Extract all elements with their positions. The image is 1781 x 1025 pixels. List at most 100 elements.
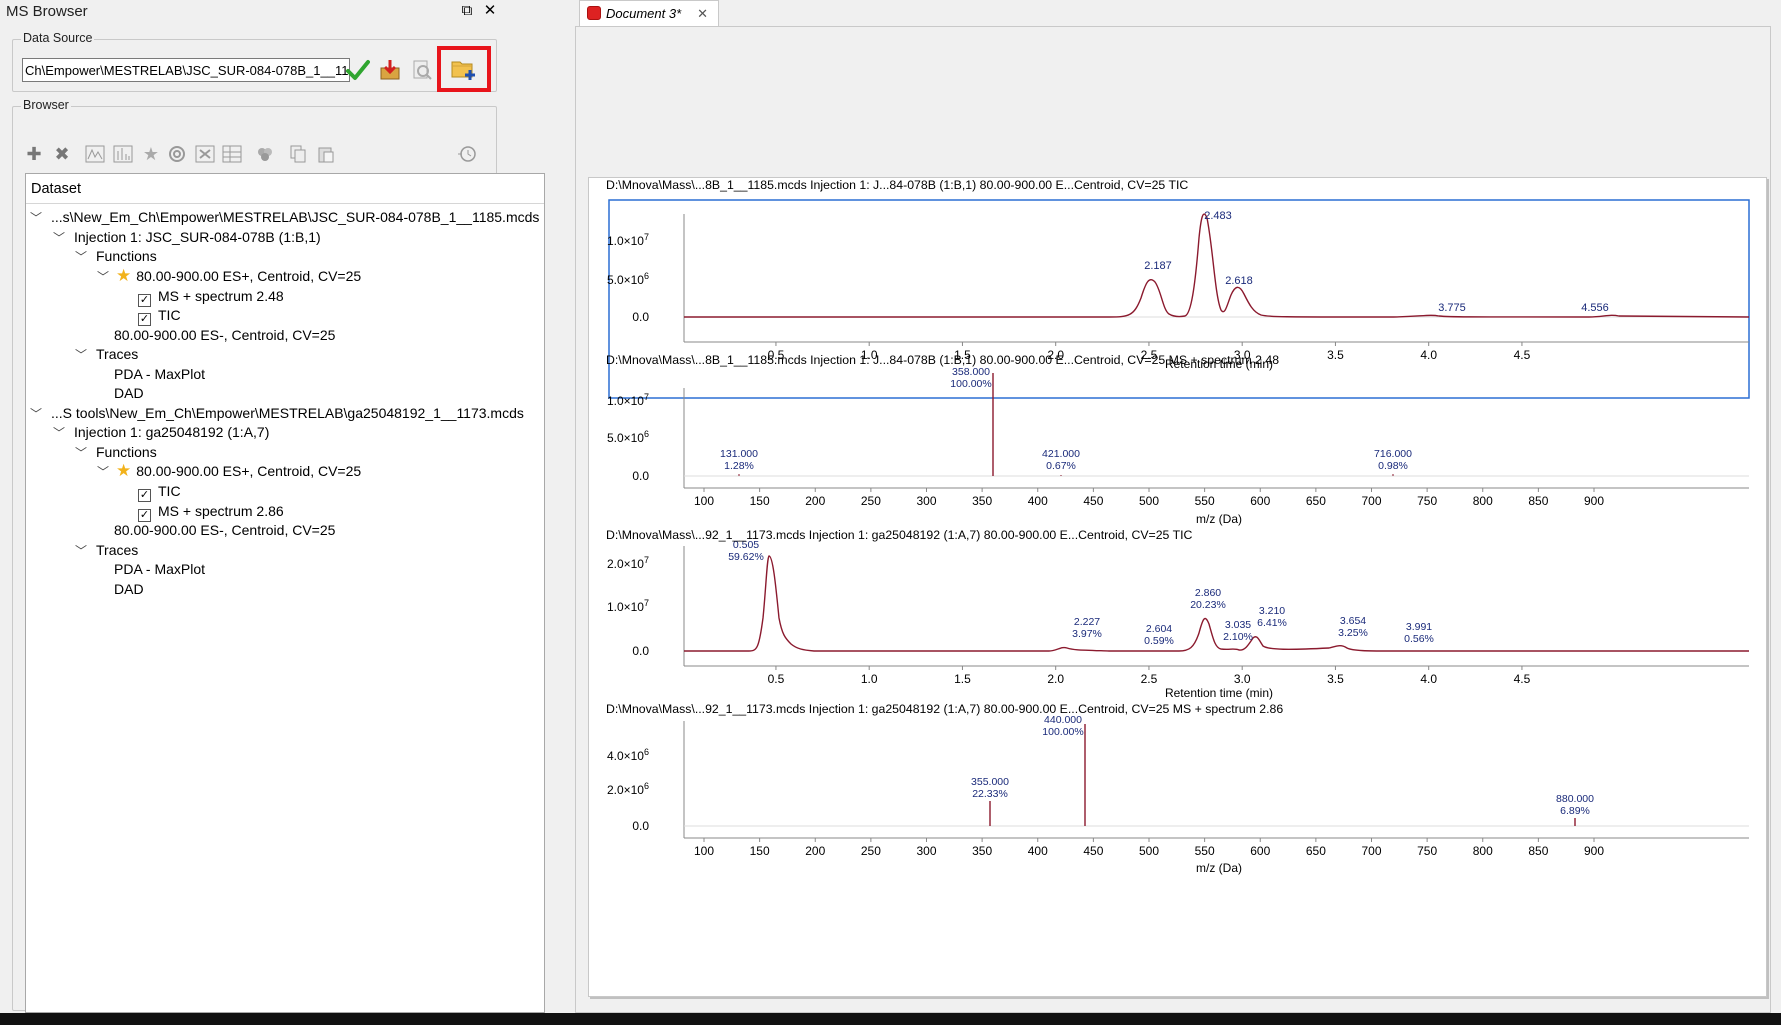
star-icon[interactable]: ★ [142, 143, 160, 164]
y-tick-label: 0.0 [632, 310, 649, 324]
tree-item-ms-spectrum-2[interactable]: ✓ MS + spectrum 2.86 [138, 500, 284, 522]
table-chart-icon[interactable] [221, 143, 243, 165]
tree-item-tic-2[interactable]: ✓ TIC [138, 480, 181, 502]
check-icon[interactable] [345, 57, 371, 83]
tree-item-label: ...s\New_Em_Ch\Empower\MESTRELAB\JSC_SUR… [51, 209, 540, 225]
y-tick-label: 4.0×106 [607, 747, 649, 763]
peak-label: 0.56% [1404, 633, 1434, 645]
tree-item-function-esplus-1[interactable]: ﹀ ★ 80.00-900.00 ES+, Centroid, CV=25 [96, 265, 361, 287]
chevron-down-icon[interactable]: ﹀ [29, 407, 42, 421]
peak-label-3775: 3.775 [1438, 302, 1466, 314]
peak-label: 20.23% [1190, 599, 1226, 611]
tab-close-icon[interactable]: ✕ [697, 6, 708, 21]
chevron-down-icon[interactable]: ﹀ [52, 426, 65, 440]
tree-item-tic-1[interactable]: ✓ TIC [138, 304, 181, 326]
chevron-down-icon[interactable]: ﹀ [29, 211, 42, 225]
peak-label: 1.28% [724, 460, 754, 472]
x-tick-label: 750 [1417, 844, 1437, 858]
close-icon[interactable]: ✕ [483, 2, 497, 19]
tic-trace-1 [684, 213, 1750, 318]
tree-item-label: MS + spectrum 2.86 [158, 503, 284, 519]
tree-item-functions-1[interactable]: ﹀ Functions [74, 245, 157, 267]
tree-item-traces-1[interactable]: ﹀ Traces [74, 343, 138, 365]
chevron-down-icon[interactable]: ﹀ [96, 465, 109, 479]
x-tick-label: 250 [861, 844, 881, 858]
copy-icon[interactable] [287, 143, 309, 165]
add-chromatogram-icon[interactable] [84, 143, 106, 165]
clear-chart-icon[interactable] [194, 143, 216, 165]
browser-label: Browser [21, 98, 71, 112]
tree-item-injection-2[interactable]: ﹀ Injection 1: ga25048192 (1:A,7) [52, 421, 269, 443]
add-spectrum-icon[interactable] [112, 143, 134, 165]
data-source-path-input[interactable]: Ch\Empower\MESTRELAB\JSC_SUR-084-078B_1_… [22, 58, 350, 82]
tree-item-dad-1[interactable]: DAD [114, 382, 144, 404]
tree-item-function-esminus-1[interactable]: 80.00-900.00 ES-, Centroid, CV=25 [114, 324, 335, 346]
tree-item-function-esminus-2[interactable]: 80.00-900.00 ES-, Centroid, CV=25 [114, 519, 335, 541]
x-tick-label: 600 [1250, 844, 1270, 858]
checkbox[interactable]: ✓ [138, 509, 151, 522]
x-tick-label: 1.0 [861, 672, 878, 686]
peak-label: 3.035 [1225, 619, 1251, 631]
x-tick-label: 200 [805, 844, 825, 858]
peak-label: 131.000 [720, 448, 758, 460]
x-tick-label: 700 [1361, 844, 1381, 858]
remove-icon[interactable]: ✖ [54, 143, 70, 164]
folder-add-icon[interactable] [451, 56, 477, 82]
chevron-down-icon[interactable]: ﹀ [74, 348, 87, 362]
tree-item-pda-2[interactable]: PDA - MaxPlot [114, 558, 205, 580]
tree-item-file-1[interactable]: ﹀ ...s\New_Em_Ch\Empower\MESTRELAB\JSC_SU… [29, 206, 539, 228]
x-tick-label: 600 [1250, 494, 1270, 508]
peak-label: 716.000 [1374, 448, 1412, 460]
dataset-tree: Dataset ﹀ ...s\New_Em_Ch\Empower\MESTRELA… [25, 173, 545, 1013]
tree-item-function-esplus-2[interactable]: ﹀ ★ 80.00-900.00 ES+, Centroid, CV=25 [96, 460, 361, 482]
checkbox[interactable]: ✓ [138, 313, 151, 326]
panel-2-ms-spectrum[interactable]: 1.0×107 5.0×106 0.0 131.0001.28%358.0001… [607, 366, 1749, 526]
peak-label-2187: 2.187 [1144, 260, 1172, 272]
checkbox[interactable]: ✓ [138, 489, 151, 502]
x-ticks: 0.5 1.0 1.5 2.0 2.5 3.0 3.5 4.0 4.5 [768, 342, 1531, 362]
tree-item-functions-2[interactable]: ﹀ Functions [74, 441, 157, 463]
x-tick-label: 650 [1306, 494, 1326, 508]
x-tick-label: 500 [1139, 844, 1159, 858]
tree-item-ms-spectrum-1[interactable]: ✓ MS + spectrum 2.48 [138, 285, 284, 307]
peak-label: 3.97% [1072, 628, 1102, 640]
tree-item-injection-1[interactable]: ﹀ Injection 1: JSC_SUR-084-078B (1:B,1) [52, 226, 321, 248]
chevron-down-icon[interactable]: ﹀ [74, 446, 87, 460]
add-icon[interactable]: ✚ [26, 143, 42, 164]
history-icon[interactable] [456, 143, 478, 165]
x-tick-label: 800 [1473, 844, 1493, 858]
x-tick-label: 500 [1139, 494, 1159, 508]
peak-label: 3.25% [1338, 627, 1368, 639]
x-tick-label: 400 [1028, 844, 1048, 858]
panel-1-tic[interactable]: 1.0×107 5.0×106 0.0 2.187 2.483 2.618 3.… [607, 210, 1750, 371]
tree-item-traces-2[interactable]: ﹀ Traces [74, 539, 138, 561]
restore-icon[interactable]: ⧉ [461, 2, 473, 19]
tree-item-label: DAD [114, 385, 144, 401]
checkbox[interactable]: ✓ [138, 294, 151, 307]
x-tick-label: 1.5 [954, 348, 971, 362]
star-icon: ★ [116, 461, 132, 480]
tree-item-pda-1[interactable]: PDA - MaxPlot [114, 363, 205, 385]
tree-item-dad-2[interactable]: DAD [114, 578, 144, 600]
tree-item-file-2[interactable]: ﹀ ...S tools\New_Em_Ch\Empower\MESTRELAB\… [29, 402, 524, 424]
chevron-down-icon[interactable]: ﹀ [74, 250, 87, 264]
panel-1-selection [608, 199, 1750, 399]
target-icon[interactable] [166, 143, 188, 165]
chevron-down-icon[interactable]: ﹀ [74, 544, 87, 558]
group-icon[interactable] [254, 143, 276, 165]
tab-document-3[interactable]: Document 3* ✕ [579, 0, 719, 26]
download-icon[interactable] [377, 57, 403, 83]
x-tick-label: 300 [916, 844, 936, 858]
tree-item-label: MS + spectrum 2.48 [158, 288, 284, 304]
x-tick-label: 1.0 [861, 348, 878, 362]
chevron-down-icon[interactable]: ﹀ [96, 270, 109, 284]
search-document-icon[interactable] [409, 57, 435, 83]
tree-item-label: 80.00-900.00 ES-, Centroid, CV=25 [114, 522, 336, 538]
x-tick-label: 100 [694, 844, 714, 858]
paste-icon[interactable] [315, 143, 337, 165]
chevron-down-icon[interactable]: ﹀ [52, 231, 65, 245]
x-tick-label: 650 [1306, 844, 1326, 858]
x-ticks: 100 150 200 250 300 350 400 450 500 550 600 650 700 7… [694, 838, 1604, 858]
